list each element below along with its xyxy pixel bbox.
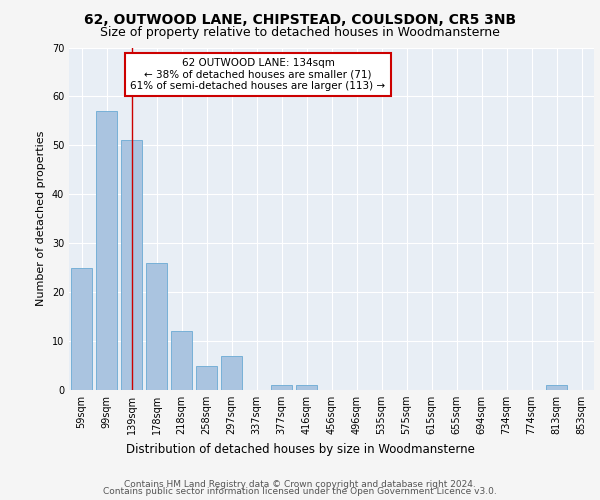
Text: 62, OUTWOOD LANE, CHIPSTEAD, COULSDON, CR5 3NB: 62, OUTWOOD LANE, CHIPSTEAD, COULSDON, C… <box>84 12 516 26</box>
Text: Distribution of detached houses by size in Woodmansterne: Distribution of detached houses by size … <box>125 442 475 456</box>
Bar <box>146 263 167 390</box>
Text: 62 OUTWOOD LANE: 134sqm
← 38% of detached houses are smaller (71)
61% of semi-de: 62 OUTWOOD LANE: 134sqm ← 38% of detache… <box>130 58 386 91</box>
Bar <box>121 140 142 390</box>
Bar <box>171 332 192 390</box>
Bar <box>221 356 242 390</box>
Text: Size of property relative to detached houses in Woodmansterne: Size of property relative to detached ho… <box>100 26 500 39</box>
Bar <box>196 366 217 390</box>
Bar <box>71 268 92 390</box>
Bar <box>271 385 292 390</box>
Y-axis label: Number of detached properties: Number of detached properties <box>36 131 46 306</box>
Text: Contains public sector information licensed under the Open Government Licence v3: Contains public sector information licen… <box>103 488 497 496</box>
Bar <box>96 111 117 390</box>
Bar <box>546 385 567 390</box>
Text: Contains HM Land Registry data © Crown copyright and database right 2024.: Contains HM Land Registry data © Crown c… <box>124 480 476 489</box>
Bar <box>296 385 317 390</box>
